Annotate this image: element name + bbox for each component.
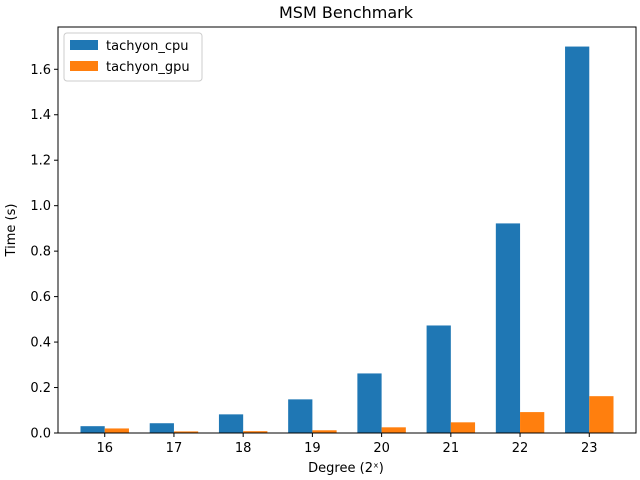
plot-frame (57, 26, 637, 434)
legend: tachyon_cpu tachyon_gpu (63, 32, 203, 82)
bar-tachyon_gpu-20 (381, 427, 406, 433)
y-tick-label: 1.2 (30, 154, 51, 169)
bar-tachyon_gpu-17 (173, 431, 199, 433)
y-tick-label: 0.2 (30, 381, 51, 396)
legend-box (63, 32, 203, 82)
legend-label-tachyon_cpu: tachyon_cpu (106, 39, 188, 54)
bar-tachyon_cpu-21 (426, 325, 451, 433)
chart-title: MSM Benchmark (279, 3, 414, 22)
x-tick-label: 20 (373, 441, 390, 456)
x-tick-label: 19 (304, 441, 321, 456)
bar-tachyon_gpu-18 (243, 431, 268, 433)
legend-label-tachyon_gpu: tachyon_gpu (106, 60, 190, 75)
y-axis-label: Time (s) (4, 204, 19, 258)
bar-tachyon_gpu-16 (104, 428, 129, 433)
legend-swatch-tachyon_cpu (70, 40, 98, 50)
legend-swatch-tachyon_gpu (70, 61, 98, 71)
y-axis: 0.0 0.2 0.4 0.6 0.8 1.0 1.2 1.4 1.6 (30, 63, 58, 442)
bar-tachyon_gpu-21 (450, 422, 476, 433)
y-tick-label: 0.4 (30, 336, 51, 351)
x-axis-label: Degree (2ˣ) (308, 461, 384, 476)
bar-tachyon_cpu-16 (80, 426, 105, 433)
x-tick-label: 16 (96, 441, 113, 456)
y-tick-label: 1.0 (30, 199, 51, 214)
x-tick-label: 21 (443, 441, 460, 456)
y-tick-label: 0.6 (30, 290, 51, 305)
bar-tachyon_gpu-22 (520, 412, 545, 433)
bar-tachyon_gpu-19 (312, 430, 337, 433)
bar-tachyon_cpu-20 (357, 373, 382, 433)
x-axis: 16 17 18 19 20 21 22 23 (96, 433, 598, 456)
x-tick-label: 23 (581, 441, 598, 456)
y-tick-label: 0.8 (30, 245, 51, 260)
bar-tachyon_cpu-19 (288, 399, 313, 433)
bar-tachyon_cpu-23 (565, 46, 590, 434)
y-tick-label: 1.6 (30, 63, 51, 78)
x-tick-label: 17 (166, 441, 183, 456)
bar-tachyon_cpu-22 (495, 223, 521, 433)
x-tick-label: 18 (235, 441, 252, 456)
y-tick-label: 1.4 (30, 108, 51, 123)
bar-tachyon_cpu-18 (218, 414, 244, 433)
y-tick-label: 0.0 (30, 427, 51, 442)
bar-tachyon_cpu-17 (149, 423, 174, 433)
bars-group (80, 46, 614, 434)
bar-tachyon_gpu-23 (589, 396, 614, 433)
x-tick-label: 22 (512, 441, 529, 456)
